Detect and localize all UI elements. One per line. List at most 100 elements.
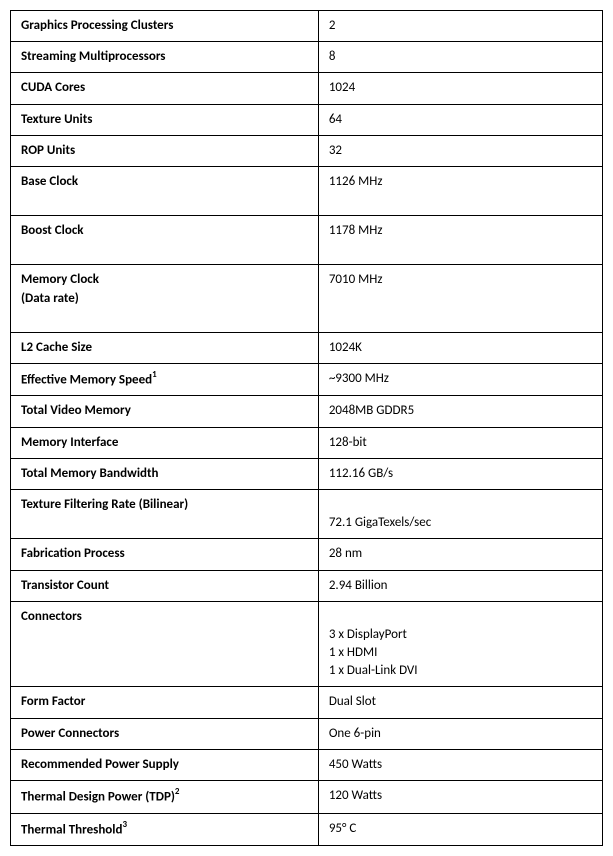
spacer bbox=[329, 496, 592, 514]
table-row: Total Video Memory 2048MB GDDR5 bbox=[11, 396, 603, 427]
spec-label: Form Factor bbox=[11, 687, 319, 718]
spec-label-text: L2 Cache Size bbox=[21, 340, 92, 355]
spec-label-text: CUDA Cores bbox=[21, 80, 85, 95]
spec-value: 112.16 GB/s bbox=[318, 458, 602, 489]
table-row: Connectors 3 x DisplayPort1 x HDMI1 x Du… bbox=[11, 601, 603, 687]
table-row: Transistor Count 2.94 Billion bbox=[11, 570, 603, 601]
spec-value: 7010 MHz bbox=[318, 265, 602, 332]
spec-value: 64 bbox=[318, 104, 602, 135]
spec-value: 1024 bbox=[318, 73, 602, 104]
spec-label-text: Power Connectors bbox=[21, 726, 119, 741]
spec-label-text: Boost Clock bbox=[21, 223, 84, 238]
spec-label-text: Recommended Power Supply bbox=[21, 757, 179, 772]
spec-label: Power Connectors bbox=[11, 718, 319, 749]
spec-value: 95° C bbox=[318, 813, 602, 846]
footnote-ref: 2 bbox=[175, 786, 180, 797]
spec-value-text: 2 bbox=[329, 18, 336, 33]
table-row: L2 Cache Size 1024K bbox=[11, 332, 603, 363]
spec-label-text: Graphics Processing Clusters bbox=[21, 18, 173, 33]
spec-label: Total Video Memory bbox=[11, 396, 319, 427]
spec-label-text: Thermal Design Power (TDP) bbox=[21, 789, 175, 804]
specs-table: Graphics Processing Clusters 2 Streaming M… bbox=[10, 10, 603, 846]
spec-value-text: 1024 bbox=[329, 80, 355, 95]
spec-value-text: 2048MB GDDR5 bbox=[329, 403, 414, 418]
spec-label: Recommended Power Supply bbox=[11, 749, 319, 780]
spec-value-text: 8 bbox=[329, 49, 336, 64]
table-row: Base Clock 1126 MHz bbox=[11, 166, 603, 215]
spec-label: ROP Units bbox=[11, 135, 319, 166]
spec-value-text: 128-bit bbox=[329, 435, 367, 450]
spec-label: Thermal Threshold3 bbox=[11, 813, 319, 846]
spec-value: 32 bbox=[318, 135, 602, 166]
table-row: Texture Units 64 bbox=[11, 104, 603, 135]
spec-value: One 6-pin bbox=[318, 718, 602, 749]
spec-label: Thermal Design Power (TDP)2 bbox=[11, 781, 319, 814]
spec-label-text: Base Clock bbox=[21, 174, 78, 189]
spec-label-text: Connectors bbox=[21, 609, 82, 624]
spec-label: Fabrication Process bbox=[11, 539, 319, 570]
spec-value-line: 1 x Dual-Link DVI bbox=[329, 662, 592, 680]
table-row: Thermal Design Power (TDP)2 120 Watts bbox=[11, 781, 603, 814]
spec-value: Dual Slot bbox=[318, 687, 602, 718]
spec-label-text: Memory Clock bbox=[21, 272, 99, 287]
spec-label-text: Form Factor bbox=[21, 694, 85, 709]
table-row: Thermal Threshold3 95° C bbox=[11, 813, 603, 846]
spec-label: CUDA Cores bbox=[11, 73, 319, 104]
spec-value-text: 1178 MHz bbox=[329, 223, 383, 238]
specs-tbody: Graphics Processing Clusters 2 Streaming M… bbox=[11, 11, 603, 846]
spec-label-text: Total Video Memory bbox=[21, 403, 131, 418]
footnote-ref: 1 bbox=[152, 369, 157, 380]
spec-value-text: 120 Watts bbox=[329, 788, 382, 803]
spec-label: Transistor Count bbox=[11, 570, 319, 601]
spec-value-text: 72.1 GigaTexels/sec bbox=[329, 515, 431, 530]
spec-value: 3 x DisplayPort1 x HDMI1 x Dual-Link DVI bbox=[318, 601, 602, 687]
spec-label: Texture Units bbox=[11, 104, 319, 135]
spec-value: 8 bbox=[318, 42, 602, 73]
spec-value-text: 95° C bbox=[329, 821, 356, 836]
table-row: Texture Filtering Rate (Bilinear) 72.1 G… bbox=[11, 489, 603, 538]
spec-label: Boost Clock bbox=[11, 216, 319, 265]
spec-value: 28 nm bbox=[318, 539, 602, 570]
spec-label-text: Thermal Threshold bbox=[21, 822, 122, 837]
spec-value-line: 1 x HDMI bbox=[329, 644, 592, 662]
table-row: Form Factor Dual Slot bbox=[11, 687, 603, 718]
spec-label: Memory Interface bbox=[11, 427, 319, 458]
spec-value: 1024K bbox=[318, 332, 602, 363]
spacer bbox=[329, 608, 592, 626]
spec-label: Texture Filtering Rate (Bilinear) bbox=[11, 489, 319, 538]
spec-value-text: 28 nm bbox=[329, 546, 362, 561]
spec-label-text: Texture Units bbox=[21, 112, 92, 127]
spec-value-text: 112.16 GB/s bbox=[329, 466, 393, 481]
table-row: Effective Memory Speed1 ~9300 MHz bbox=[11, 363, 603, 396]
spec-value: 1126 MHz bbox=[318, 166, 602, 215]
spec-label-subtext: (Data rate) bbox=[21, 290, 308, 308]
spec-value: 2048MB GDDR5 bbox=[318, 396, 602, 427]
spec-label: Effective Memory Speed1 bbox=[11, 363, 319, 396]
spec-label: Connectors bbox=[11, 601, 319, 687]
spec-value-text: 64 bbox=[329, 112, 342, 127]
table-row: Recommended Power Supply 450 Watts bbox=[11, 749, 603, 780]
spec-label-text: Total Memory Bandwidth bbox=[21, 466, 158, 481]
spec-value: 1178 MHz bbox=[318, 216, 602, 265]
spec-value-text: 450 Watts bbox=[329, 757, 382, 772]
spec-value: 72.1 GigaTexels/sec bbox=[318, 489, 602, 538]
spec-label-text: Memory Interface bbox=[21, 435, 118, 450]
spec-label-text: Transistor Count bbox=[21, 578, 109, 593]
spec-label: Graphics Processing Clusters bbox=[11, 11, 319, 42]
spec-label-text: Fabrication Process bbox=[21, 546, 125, 561]
spec-label-text: Effective Memory Speed bbox=[21, 372, 152, 387]
spec-value-line: 3 x DisplayPort bbox=[329, 626, 592, 644]
spec-value-text: 32 bbox=[329, 143, 342, 158]
table-row: Memory Clock (Data rate) 7010 MHz bbox=[11, 265, 603, 332]
table-row: Graphics Processing Clusters 2 bbox=[11, 11, 603, 42]
spec-value-text: ~9300 MHz bbox=[329, 371, 389, 386]
spec-value: 450 Watts bbox=[318, 749, 602, 780]
spec-value: 128-bit bbox=[318, 427, 602, 458]
spec-value-text: 2.94 Billion bbox=[329, 578, 388, 593]
spec-value-text: One 6-pin bbox=[329, 726, 381, 741]
spec-label: Streaming Multiprocessors bbox=[11, 42, 319, 73]
table-row: Fabrication Process 28 nm bbox=[11, 539, 603, 570]
spec-label-text: Streaming Multiprocessors bbox=[21, 49, 166, 64]
spec-label: Total Memory Bandwidth bbox=[11, 458, 319, 489]
spec-label: Memory Clock (Data rate) bbox=[11, 265, 319, 332]
